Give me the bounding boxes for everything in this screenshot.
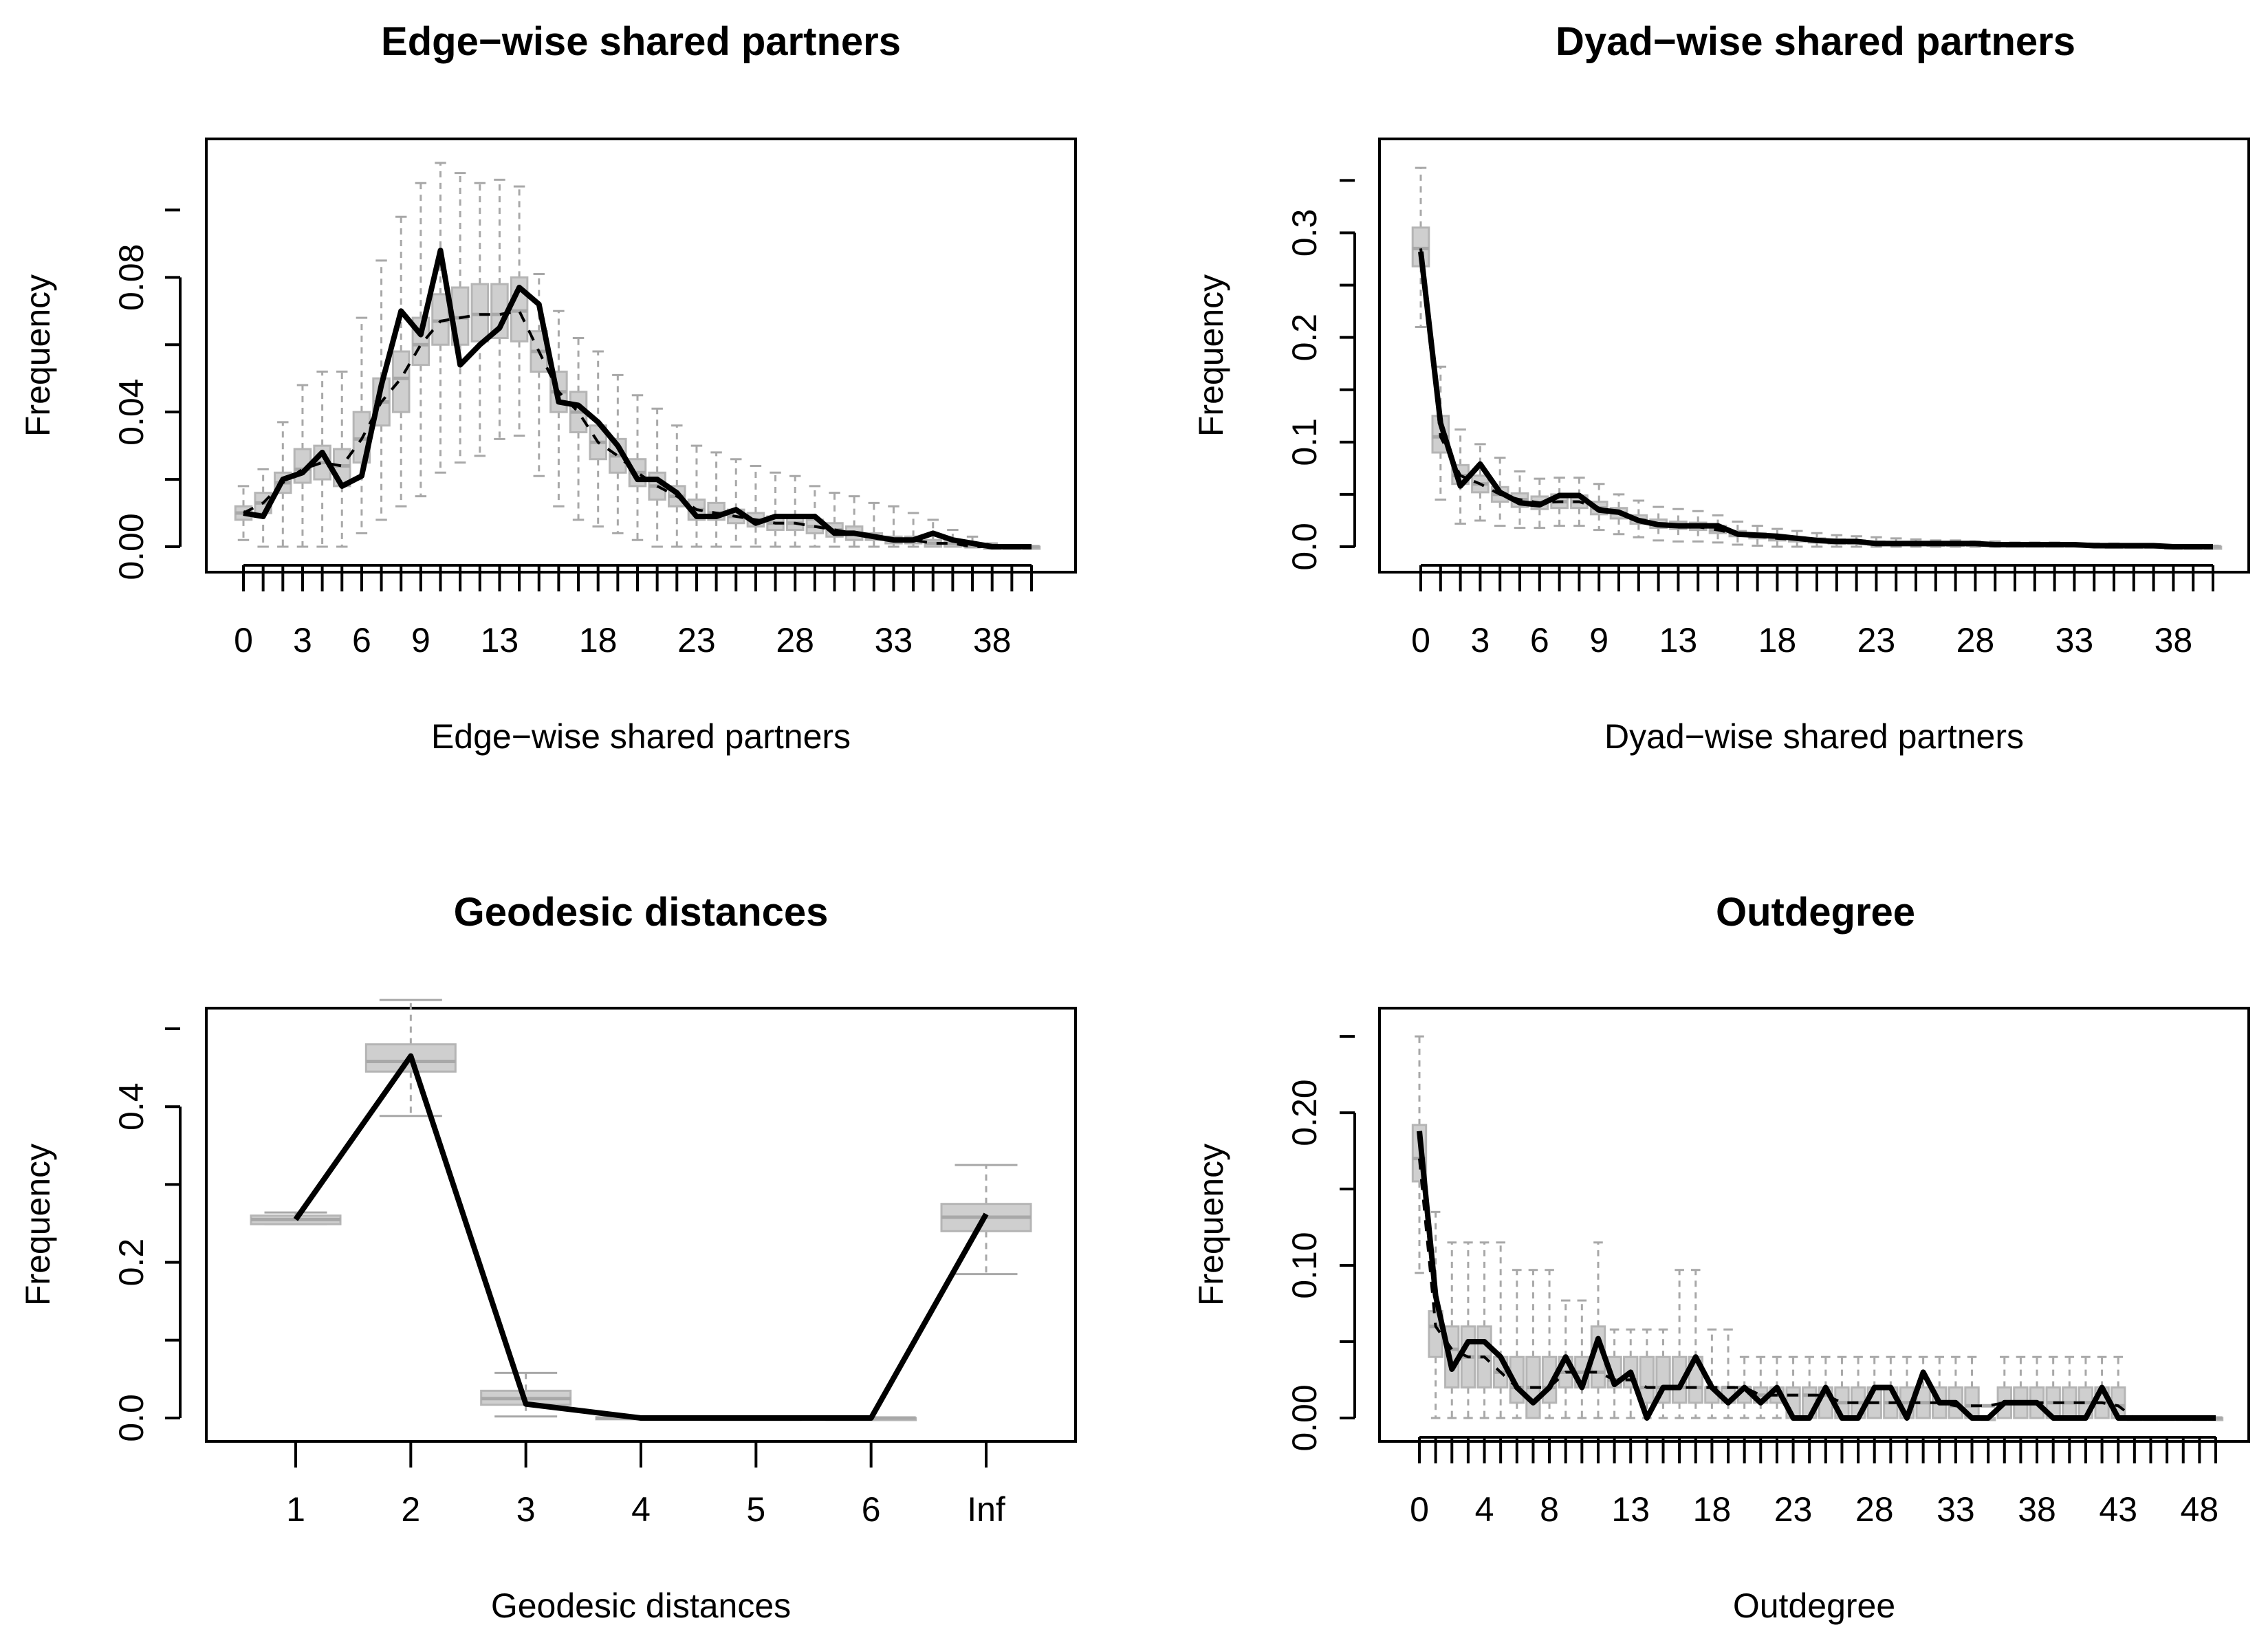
x-tick-label: 33 xyxy=(875,621,913,659)
panel-outdegree: Outdegree 0.000.100.200 4 8 13 18 23 28 33 38 43 4… xyxy=(1192,890,2250,1625)
y-axis-label: Frequency xyxy=(1192,1144,1230,1306)
y-tick-label: 0.2 xyxy=(1285,314,1324,362)
x-tick-label: 18 xyxy=(1758,621,1797,659)
panel-title: Outdegree xyxy=(1716,890,1915,935)
x-tick-label: 6 xyxy=(862,1490,881,1529)
x-tick-label: 8 xyxy=(1540,1490,1559,1529)
x-tick-label: 28 xyxy=(776,621,814,659)
x-tick-label: 48 xyxy=(2181,1490,2219,1529)
x-tick-label: 13 xyxy=(481,621,519,659)
x-tick-label: 6 xyxy=(352,621,371,659)
y-tick-label: 0.00 xyxy=(1285,1384,1324,1451)
y-tick-label: 0.3 xyxy=(1285,209,1324,257)
x-tick-label: 5 xyxy=(746,1490,765,1529)
y-axis-label: Frequency xyxy=(19,1144,57,1306)
y-tick-label: 0.0 xyxy=(112,1394,151,1442)
plot-frame xyxy=(205,138,1077,574)
plot-marks: 0.0 0.2 0.4 1 2 3 4 5 6 Inf xyxy=(112,999,1032,1529)
x-tick-label: 9 xyxy=(1589,621,1609,659)
x-tick-label: 18 xyxy=(1693,1490,1732,1529)
panel-title: Edge−wise shared partners xyxy=(381,19,901,64)
x-tick-label: 9 xyxy=(411,621,430,659)
x-tick-label: Inf xyxy=(967,1490,1005,1529)
box xyxy=(391,350,411,413)
x-axis-label: Outdegree xyxy=(1733,1586,1895,1625)
x-tick-label: 3 xyxy=(1470,621,1490,659)
x-tick-label: 33 xyxy=(1937,1490,1975,1529)
x-tick-label: 28 xyxy=(1855,1490,1894,1529)
x-tick-label: 4 xyxy=(1475,1490,1494,1529)
x-tick-label: 3 xyxy=(293,621,312,659)
x-tick-label: 23 xyxy=(1774,1490,1813,1529)
panel-title: Dyad−wise shared partners xyxy=(1556,19,2075,64)
y-tick-label: 0.0 xyxy=(1285,523,1324,571)
x-tick-label: 2 xyxy=(401,1490,420,1529)
y-tick-label: 0.4 xyxy=(112,1082,151,1131)
plot-frame xyxy=(1378,138,2250,574)
y-tick-label: 0.00 xyxy=(112,513,151,580)
x-tick-label: 28 xyxy=(1956,621,1995,659)
x-tick-label: 38 xyxy=(2155,621,2193,659)
y-tick-label: 0.2 xyxy=(112,1239,151,1287)
y-tick-label: 0.04 xyxy=(112,379,151,446)
x-tick-label: 38 xyxy=(2018,1490,2056,1529)
y-tick-label: 0.08 xyxy=(112,244,151,311)
y-tick-label: 0.10 xyxy=(1285,1232,1324,1298)
plot-marks: 0.00 0.04 0.08 0 3 6 9 13 18 23 28 33 38 xyxy=(112,162,1041,659)
y-tick-label: 0.1 xyxy=(1285,418,1324,466)
panel-dyadwise-shared-partners: Dyad−wise shared partners 0.0 0.1 0.2 0.3 0 3… xyxy=(1192,19,2250,756)
x-axis-label: Geodesic distances xyxy=(491,1586,791,1625)
observed-line xyxy=(1418,251,2213,549)
x-tick-label: 1 xyxy=(286,1490,305,1529)
x-tick-label: 0 xyxy=(1411,621,1430,659)
plot-frame xyxy=(1378,1007,2250,1443)
x-tick-label: 23 xyxy=(677,621,716,659)
x-axis-label: Edge−wise shared partners xyxy=(431,717,851,756)
y-tick-label: 0.20 xyxy=(1285,1079,1324,1146)
observed-line xyxy=(243,248,1032,549)
x-tick-label: 4 xyxy=(631,1490,651,1529)
x-tick-label: 13 xyxy=(1659,621,1698,659)
box xyxy=(1639,1355,1655,1404)
panel-title: Geodesic distances xyxy=(454,890,829,935)
y-axis-label: Frequency xyxy=(1192,274,1230,437)
plot-marks: 0.0 0.1 0.2 0.3 0 3 6 9 13 18 23 28 33 38 xyxy=(1285,166,2223,659)
x-tick-label: 38 xyxy=(973,621,1012,659)
y-axis-label: Frequency xyxy=(19,274,57,437)
plot-marks: 0.000.100.200 4 8 13 18 23 28 33 38 43 48 xyxy=(1285,1035,2224,1529)
x-tick-label: 33 xyxy=(2056,621,2094,659)
x-tick-label: 23 xyxy=(1857,621,1896,659)
panel-geodesic-distances: Geodesic distances 0.0 0.2 0.4 1 2 3 4 5 6 Inf Ge… xyxy=(19,890,1077,1625)
x-tick-label: 13 xyxy=(1611,1490,1650,1529)
x-axis-label: Dyad−wise shared partners xyxy=(1604,717,2024,756)
panel-edgewise-shared-partners: Edge−wise shared partners 0.00 0.04 0.08 0 3… xyxy=(19,19,1077,756)
x-tick-label: 6 xyxy=(1530,621,1549,659)
observed-line xyxy=(1417,1131,2216,1421)
observed-line xyxy=(293,1053,989,1421)
x-tick-label: 43 xyxy=(2099,1490,2137,1529)
x-tick-label: 0 xyxy=(1410,1490,1429,1529)
x-tick-label: 0 xyxy=(234,621,253,659)
x-tick-label: 3 xyxy=(516,1490,536,1529)
x-tick-label: 18 xyxy=(579,621,618,659)
